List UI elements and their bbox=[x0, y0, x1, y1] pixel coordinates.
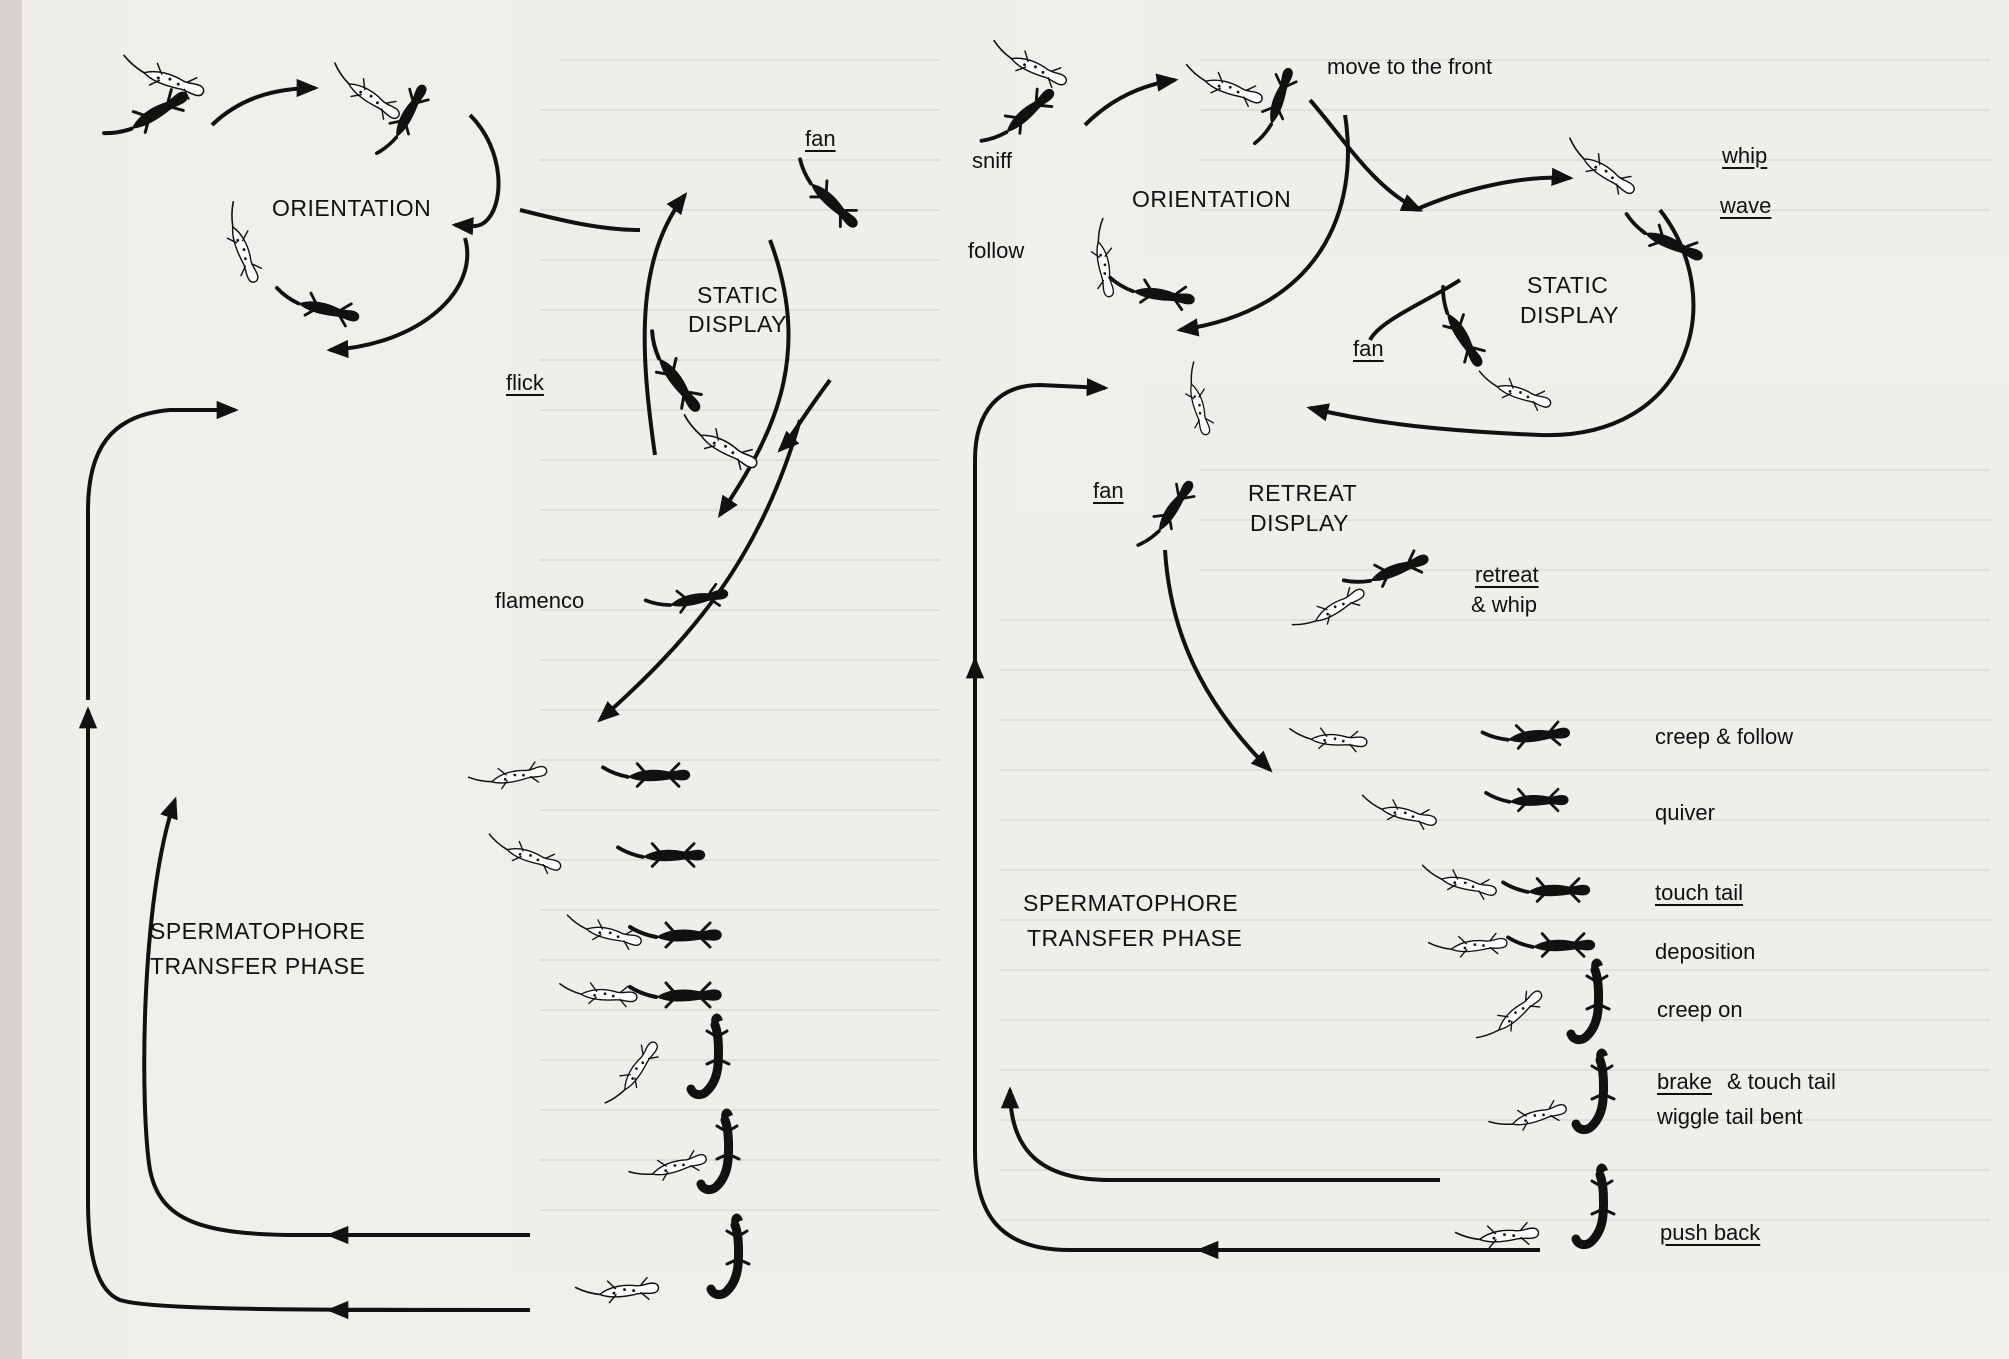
arrow-r-to-static bbox=[1414, 167, 1574, 212]
arrow-orient-bottom bbox=[326, 237, 470, 359]
left-spermatophore-label-1: SPERMATOPHORE bbox=[150, 918, 366, 944]
right-creep-on-label: creep on bbox=[1657, 997, 1743, 1022]
right-static-label-2: DISPLAY bbox=[1520, 302, 1619, 328]
right-retreat-label-2: DISPLAY bbox=[1250, 510, 1349, 536]
left-fan-label: fan bbox=[805, 126, 836, 151]
right-orientation-label: ORIENTATION bbox=[1132, 186, 1292, 212]
arrow-loop-inner bbox=[142, 796, 530, 1237]
right-spermatophore-label-1: SPERMATOPHORE bbox=[1023, 890, 1239, 916]
right-wiggle-tail-label: wiggle tail bent bbox=[1657, 1104, 1803, 1129]
arrow-r-left-up bbox=[973, 377, 1109, 660]
arrow-orient-right bbox=[451, 113, 501, 236]
right-brake-label: brake bbox=[1657, 1069, 1713, 1094]
right-creep-follow-label: creep & follow bbox=[1655, 724, 1794, 749]
left-static-label-1: STATIC bbox=[697, 282, 779, 308]
right-quiver-label: quiver bbox=[1655, 800, 1715, 825]
arrow-left-up-top bbox=[86, 400, 239, 700]
right-wave-label: wave bbox=[1720, 193, 1772, 218]
left-static-label-2: DISPLAY bbox=[688, 311, 787, 337]
arrow-r-mid-in bbox=[1000, 1086, 1440, 1182]
arrow-r-orient-right bbox=[1308, 98, 1424, 212]
arrow-orient-top bbox=[210, 78, 319, 127]
right-follow-label: follow bbox=[968, 238, 1025, 263]
left-flamenco-label: flamenco bbox=[495, 588, 585, 613]
right-retreat-whip-label-2: & whip bbox=[1471, 592, 1538, 617]
right-push-back-label: push back bbox=[1660, 1220, 1761, 1245]
left-orientation-label: ORIENTATION bbox=[272, 195, 432, 221]
arrow-r-orient-bottom bbox=[1176, 114, 1350, 337]
arrow-orient-to-static bbox=[519, 208, 641, 232]
right-fan-static-label: fan bbox=[1353, 336, 1384, 361]
arrow-r-retreat-down bbox=[1163, 549, 1273, 773]
arrow-r-fan bbox=[1368, 278, 1462, 342]
right-whip-label: whip bbox=[1722, 143, 1768, 168]
arrow-static-loop bbox=[717, 239, 791, 519]
right-sniff-label: sniff bbox=[972, 148, 1012, 173]
left-flick-label: flick bbox=[506, 370, 544, 395]
arrow-to-fan bbox=[642, 192, 688, 456]
right-move-front-label: move to the front bbox=[1327, 54, 1493, 79]
right-spermatophore-label-2: TRANSFER PHASE bbox=[1027, 925, 1243, 951]
right-retreat-label-1: RETREAT bbox=[1248, 480, 1358, 506]
right-retreat-whip-label-1: retreat bbox=[1475, 562, 1539, 587]
left-spermatophore-label-2: TRANSFER PHASE bbox=[150, 953, 366, 979]
right-deposition-label: deposition bbox=[1655, 939, 1756, 964]
right-static-label-1: STATIC bbox=[1527, 272, 1609, 298]
arrow-r-left-loop bbox=[965, 656, 1200, 1252]
right-and-touch-tail-label: & touch tail bbox=[1727, 1069, 1836, 1094]
right-fan-retreat-label: fan bbox=[1093, 478, 1124, 503]
arrow-r-static-return bbox=[1306, 403, 1541, 437]
arrow-r-orient-top bbox=[1083, 73, 1179, 127]
right-diagram bbox=[965, 73, 1696, 1260]
right-touch-tail-label: touch tail bbox=[1655, 880, 1744, 905]
